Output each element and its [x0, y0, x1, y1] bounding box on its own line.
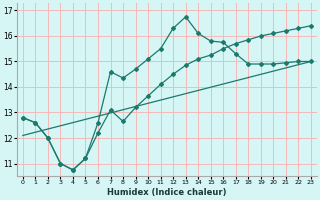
- X-axis label: Humidex (Indice chaleur): Humidex (Indice chaleur): [107, 188, 227, 197]
